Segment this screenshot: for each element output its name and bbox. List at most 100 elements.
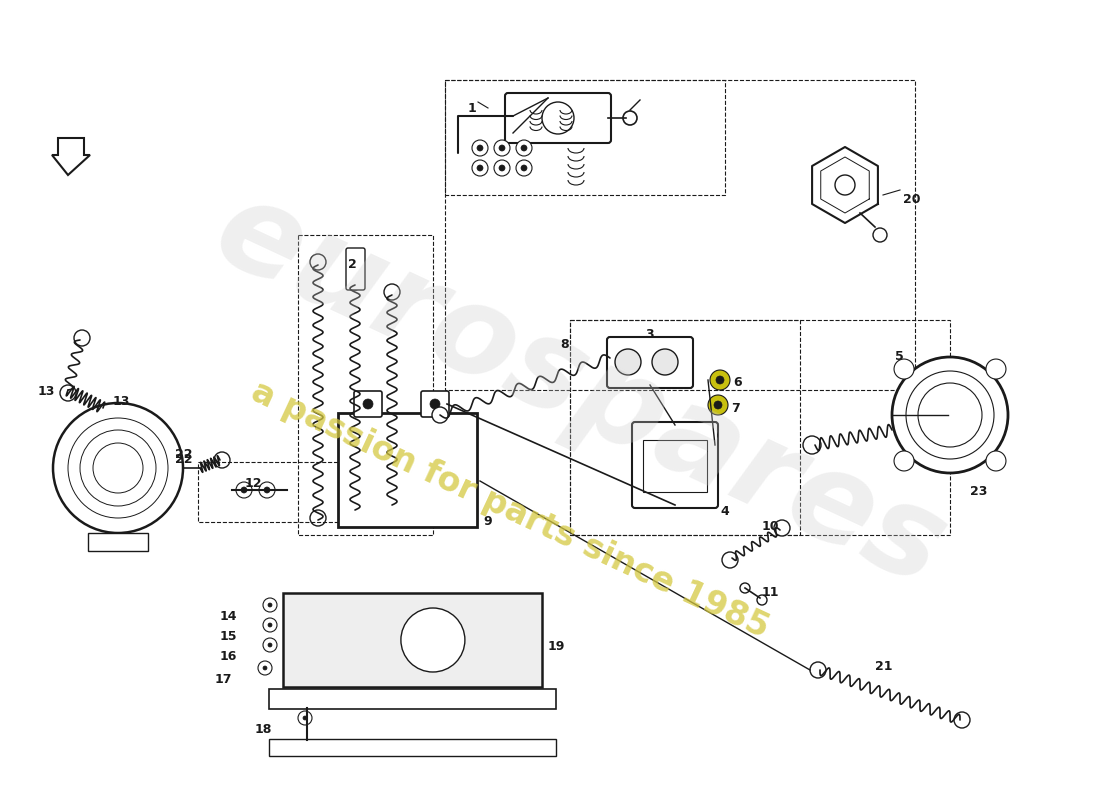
Circle shape [53, 403, 183, 533]
Text: 23: 23 [970, 485, 988, 498]
Circle shape [236, 482, 252, 498]
Text: a passion for parts since 1985: a passion for parts since 1985 [246, 375, 774, 645]
Text: 1: 1 [468, 102, 476, 115]
Text: 5: 5 [895, 350, 904, 363]
Circle shape [68, 418, 168, 518]
Text: 13: 13 [37, 385, 55, 398]
Text: 16: 16 [220, 650, 236, 663]
Circle shape [708, 395, 728, 415]
Circle shape [499, 165, 505, 171]
Circle shape [477, 165, 483, 171]
Circle shape [477, 145, 483, 151]
Circle shape [310, 254, 326, 270]
Circle shape [894, 451, 914, 471]
Text: 9: 9 [483, 515, 492, 528]
Text: 14: 14 [220, 610, 236, 623]
Circle shape [264, 487, 270, 493]
FancyBboxPatch shape [505, 93, 611, 143]
Circle shape [346, 500, 363, 516]
Circle shape [258, 482, 275, 498]
Text: 20: 20 [903, 193, 921, 206]
Circle shape [906, 371, 994, 459]
Text: 4: 4 [720, 505, 728, 518]
Circle shape [214, 452, 230, 468]
Circle shape [310, 510, 326, 526]
Text: 7: 7 [732, 402, 739, 415]
Text: 8: 8 [560, 338, 569, 351]
Circle shape [432, 407, 448, 423]
Text: 17: 17 [214, 673, 232, 686]
Circle shape [60, 385, 76, 401]
Circle shape [810, 662, 826, 678]
Text: eurospares: eurospares [196, 168, 964, 612]
FancyBboxPatch shape [632, 422, 718, 508]
Circle shape [516, 160, 532, 176]
Circle shape [892, 357, 1008, 473]
Circle shape [302, 716, 307, 720]
Circle shape [894, 359, 914, 379]
Polygon shape [52, 138, 90, 175]
Circle shape [472, 160, 488, 176]
FancyBboxPatch shape [354, 391, 382, 417]
Text: 22: 22 [175, 453, 192, 466]
Circle shape [263, 618, 277, 632]
Circle shape [494, 140, 510, 156]
Circle shape [346, 274, 363, 290]
Circle shape [268, 603, 272, 607]
Circle shape [494, 160, 510, 176]
Text: 22: 22 [175, 448, 192, 461]
Circle shape [472, 140, 488, 156]
Circle shape [954, 712, 970, 728]
Text: 19: 19 [548, 640, 565, 653]
Circle shape [722, 552, 738, 568]
Circle shape [363, 399, 373, 409]
Circle shape [652, 349, 678, 375]
FancyBboxPatch shape [421, 391, 449, 417]
Circle shape [714, 401, 722, 409]
Circle shape [918, 383, 982, 447]
Circle shape [740, 583, 750, 593]
Circle shape [521, 165, 527, 171]
FancyBboxPatch shape [283, 593, 542, 687]
Text: 15: 15 [220, 630, 236, 643]
Circle shape [623, 111, 637, 125]
Circle shape [80, 430, 156, 506]
Text: 21: 21 [874, 660, 892, 673]
FancyBboxPatch shape [270, 689, 556, 709]
Circle shape [803, 436, 821, 454]
Text: 6: 6 [733, 376, 741, 389]
FancyBboxPatch shape [644, 440, 707, 492]
Circle shape [710, 370, 730, 390]
Text: 3: 3 [645, 328, 653, 341]
Text: 10: 10 [762, 520, 780, 533]
Circle shape [757, 595, 767, 605]
Circle shape [268, 623, 272, 627]
Text: 11: 11 [762, 586, 780, 599]
Circle shape [263, 666, 267, 670]
Circle shape [774, 520, 790, 536]
Text: 13: 13 [112, 395, 130, 408]
Circle shape [521, 145, 527, 151]
Text: 12: 12 [245, 477, 263, 490]
Circle shape [263, 638, 277, 652]
Circle shape [384, 495, 400, 511]
Circle shape [268, 643, 272, 647]
Circle shape [873, 228, 887, 242]
Circle shape [94, 443, 143, 493]
Circle shape [400, 608, 465, 672]
FancyBboxPatch shape [88, 533, 148, 551]
FancyBboxPatch shape [346, 248, 365, 290]
Circle shape [298, 711, 312, 725]
Text: 18: 18 [254, 723, 272, 736]
Circle shape [986, 451, 1006, 471]
Circle shape [835, 175, 855, 195]
Circle shape [986, 359, 1006, 379]
Circle shape [716, 376, 724, 384]
Text: 2: 2 [348, 258, 356, 271]
Circle shape [516, 140, 532, 156]
FancyBboxPatch shape [607, 337, 693, 388]
Circle shape [430, 399, 440, 409]
Circle shape [258, 661, 272, 675]
FancyBboxPatch shape [270, 739, 556, 756]
Circle shape [74, 330, 90, 346]
